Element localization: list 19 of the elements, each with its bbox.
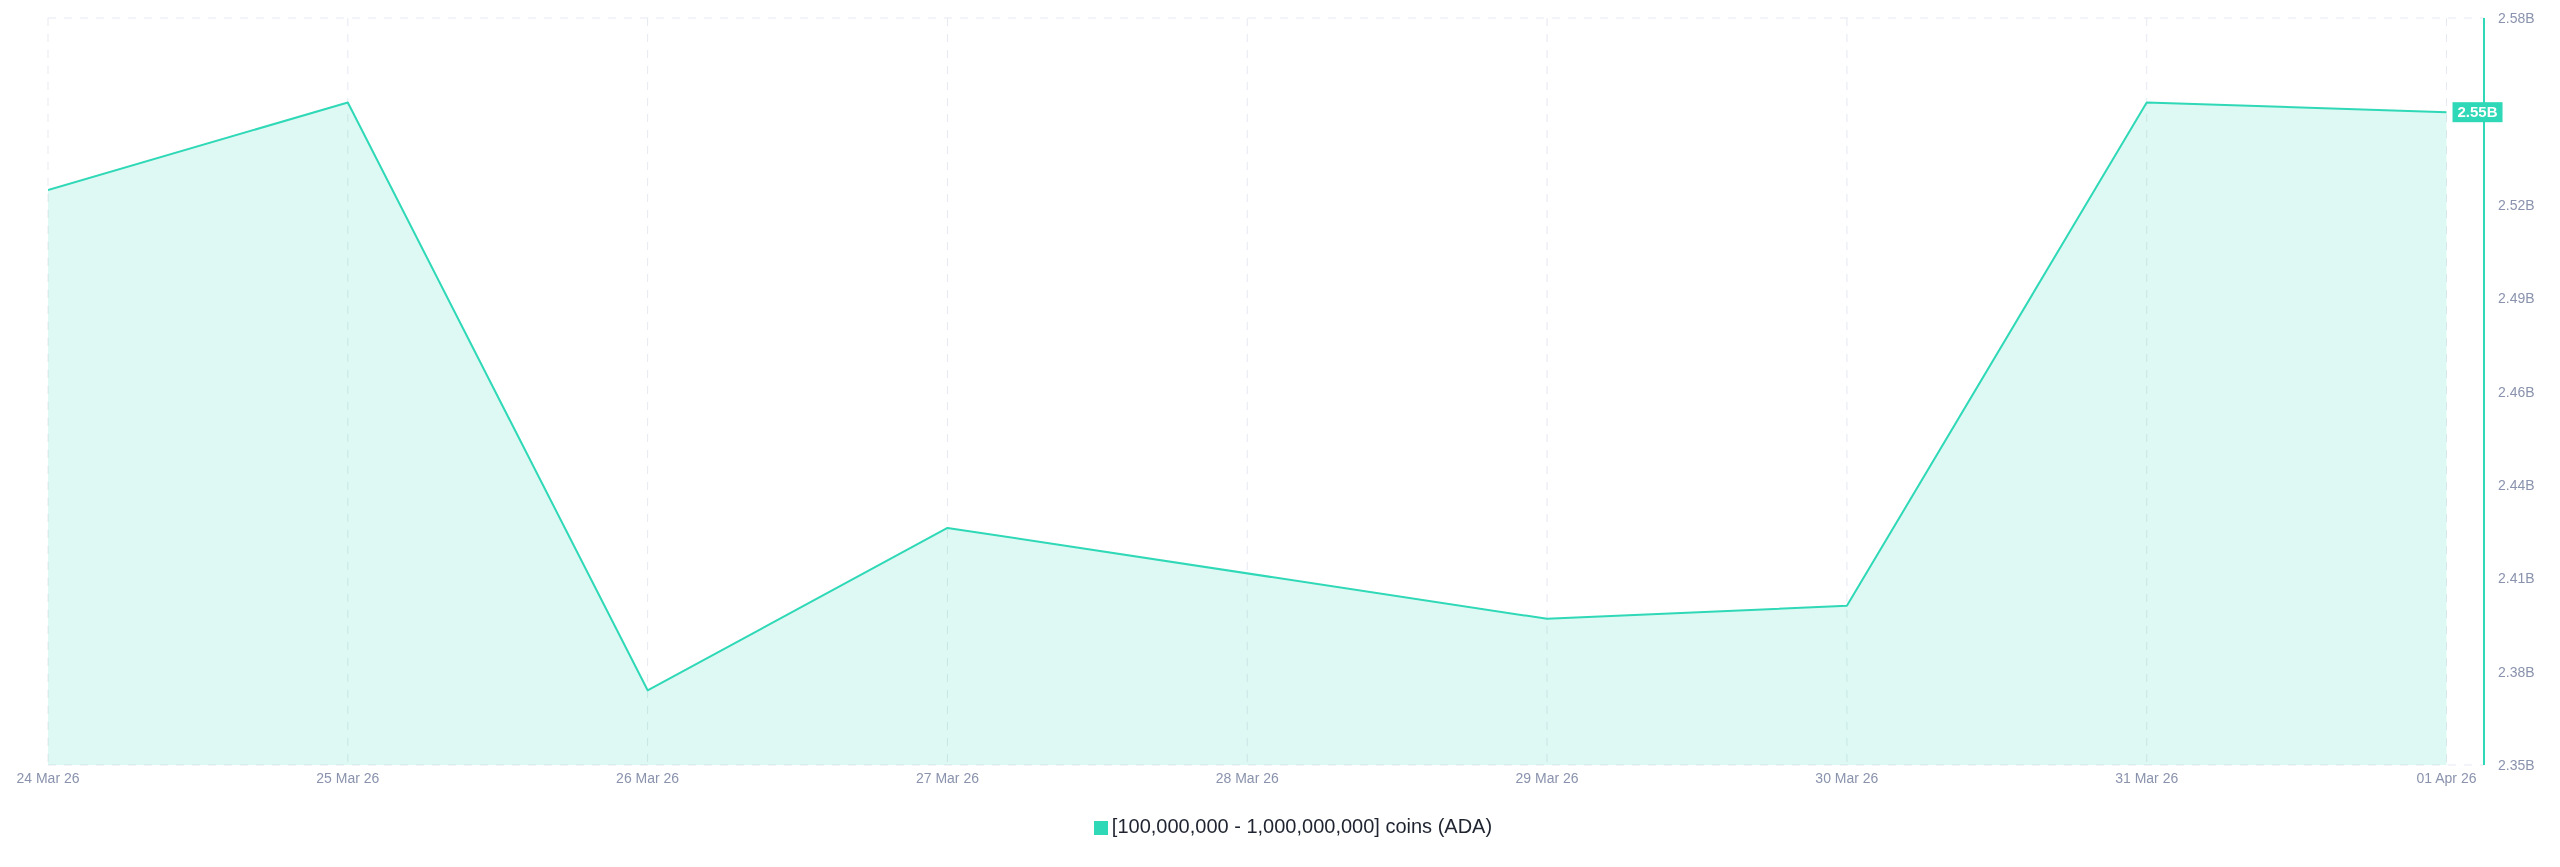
- data-label: 2.55B: [2457, 103, 2498, 121]
- y-tick-label: 2.58B: [2498, 10, 2535, 26]
- y-tick-label: 2.44B: [2498, 476, 2535, 493]
- y-tick-label: 2.46B: [2498, 383, 2535, 400]
- x-tick-label: 25 Mar 26: [316, 769, 380, 786]
- x-tick-label: 29 Mar 26: [1515, 769, 1579, 786]
- y-tick-label: 2.41B: [2498, 570, 2535, 587]
- x-tick-label: 24 Mar 26: [16, 769, 80, 786]
- x-tick-label: 28 Mar 26: [1215, 769, 1279, 786]
- x-tick-label: 01 Apr 26: [2416, 769, 2477, 786]
- x-tick-label: 31 Mar 26: [2115, 769, 2179, 786]
- x-tick-label: 27 Mar 26: [915, 769, 980, 786]
- y-tick-label: 2.52B: [2498, 196, 2535, 213]
- y-tick-label: 2.49B: [2498, 290, 2535, 307]
- x-tick-label: 26 Mar 26: [616, 769, 680, 786]
- y-tick-label: 2.35B: [2498, 757, 2535, 773]
- y-tick-label: 2.38B: [2498, 663, 2535, 680]
- x-tick-label: 30 Mar 26: [1815, 769, 1879, 786]
- legend-label: [100,000,000 - 1,000,000,000] coins (ADA): [1111, 815, 1493, 837]
